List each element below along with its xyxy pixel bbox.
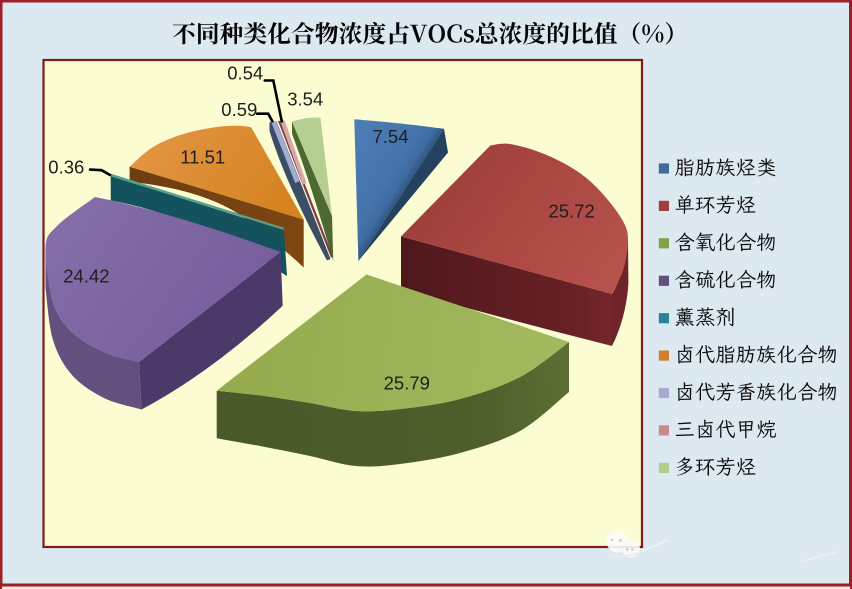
svg-text:0.54: 0.54 (227, 63, 263, 84)
svg-text:7.54: 7.54 (372, 126, 408, 147)
svg-text:0.59: 0.59 (221, 99, 257, 120)
svg-text:25.79: 25.79 (384, 372, 430, 393)
svg-text:11.51: 11.51 (180, 147, 225, 168)
svg-text:25.72: 25.72 (548, 201, 594, 222)
svg-text:3.54: 3.54 (287, 89, 323, 110)
svg-text:0.36: 0.36 (48, 156, 84, 177)
svg-text:24.42: 24.42 (63, 266, 109, 287)
